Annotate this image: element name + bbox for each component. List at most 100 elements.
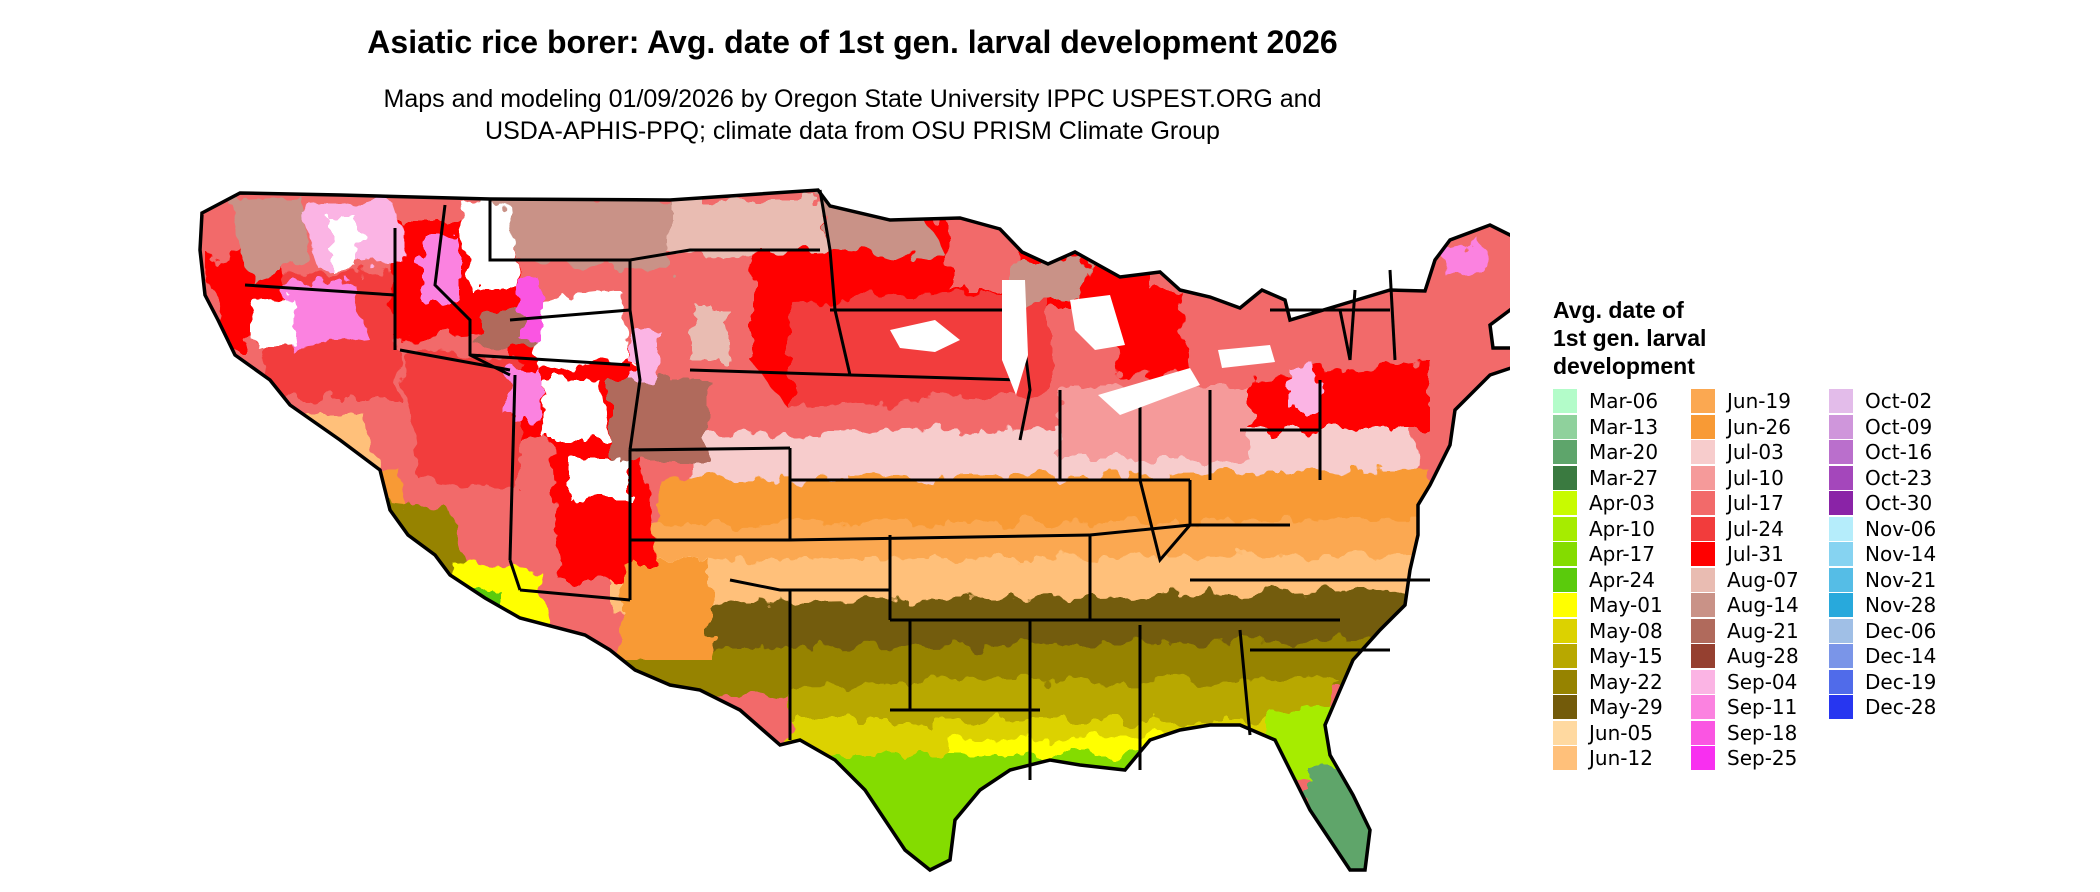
legend-swatch xyxy=(1553,465,1577,490)
date-zone-high xyxy=(540,380,610,440)
legend-label: Oct-16 xyxy=(1865,440,1933,464)
great-lakes xyxy=(890,280,1275,415)
legend-title-line-3: development xyxy=(1553,353,1695,379)
lake xyxy=(890,320,960,352)
state-border xyxy=(1338,309,1352,361)
legend-swatch xyxy=(1829,414,1853,439)
legend-swatch xyxy=(1691,440,1715,464)
legend-swatch xyxy=(1553,593,1577,617)
date-zone-high xyxy=(250,295,295,345)
date-zone-patch xyxy=(620,560,710,660)
legend-label: Apr-03 xyxy=(1589,491,1655,515)
date-zone-high xyxy=(1080,220,1110,250)
legend-label: Mar-06 xyxy=(1589,389,1659,413)
state-border xyxy=(818,189,837,311)
legend-swatch xyxy=(1829,491,1853,515)
date-zone-patch xyxy=(280,280,370,350)
legend-label: Jul-24 xyxy=(1727,516,1784,541)
legend-label: Jul-03 xyxy=(1727,440,1784,464)
date-zone-patch xyxy=(430,590,500,640)
legend-swatch xyxy=(1829,644,1853,668)
legend-swatch xyxy=(1691,414,1715,439)
date-zone-patch xyxy=(670,200,830,255)
legend-swatch xyxy=(1691,465,1715,490)
legend-label: Apr-24 xyxy=(1589,567,1655,592)
legend-swatch xyxy=(1691,593,1715,617)
legend-label: Aug-28 xyxy=(1727,644,1799,668)
date-zone-high xyxy=(570,460,630,500)
state-border xyxy=(399,348,511,372)
legend-label: May-22 xyxy=(1589,669,1663,694)
date-zone-band xyxy=(790,680,1340,725)
legend-swatch xyxy=(1553,746,1577,770)
legend-label: Jun-12 xyxy=(1589,746,1653,770)
date-zone-high xyxy=(510,370,540,420)
lake xyxy=(1070,295,1125,350)
date-zone-patch xyxy=(1110,290,1190,380)
legend-label: May-29 xyxy=(1589,695,1663,719)
date-zone-patch xyxy=(1060,390,1250,460)
legend-swatch xyxy=(1553,516,1577,541)
date-zone-high xyxy=(530,290,630,370)
legend-swatch xyxy=(1691,746,1715,770)
legend-label: Oct-30 xyxy=(1865,491,1933,515)
legend-swatch xyxy=(1829,389,1853,413)
legend-swatch xyxy=(1829,567,1853,592)
legend-swatch xyxy=(1553,669,1577,694)
legend-swatch xyxy=(1553,695,1577,719)
legend-swatch xyxy=(1553,567,1577,592)
legend-title-line-1: Avg. date of xyxy=(1553,297,1684,323)
lake xyxy=(1218,345,1275,368)
state-border xyxy=(629,248,820,262)
legend-swatch xyxy=(1691,669,1715,694)
state-border xyxy=(508,374,517,561)
legend-label: Mar-20 xyxy=(1589,440,1659,464)
legend-label: Sep-11 xyxy=(1727,695,1798,719)
legend-label: Oct-02 xyxy=(1865,389,1933,413)
legend-swatch xyxy=(1553,644,1577,668)
date-zone-patch xyxy=(400,350,520,490)
legend-label: Apr-17 xyxy=(1589,542,1655,566)
legend-label: Dec-06 xyxy=(1865,618,1937,643)
date-zone-patch xyxy=(690,310,730,360)
state-border xyxy=(1388,269,1397,361)
legend-label: May-15 xyxy=(1589,644,1663,668)
legend-swatch xyxy=(1691,644,1715,668)
date-zone-patch xyxy=(610,380,710,460)
legend-label: Aug-21 xyxy=(1727,618,1799,643)
state-border xyxy=(1348,289,1357,361)
legend-label: Nov-21 xyxy=(1865,567,1937,592)
subtitle-line-1: Maps and modeling 01/09/2026 by Oregon S… xyxy=(383,85,1322,113)
date-zone-high xyxy=(520,280,540,340)
state-border xyxy=(508,559,522,591)
state-border xyxy=(519,588,631,602)
date-zone-patch xyxy=(230,195,310,280)
legend-swatch xyxy=(1553,618,1577,643)
legend-label: Jul-17 xyxy=(1727,491,1784,515)
date-zone-high xyxy=(290,480,320,520)
legend-swatch xyxy=(1691,618,1715,643)
state-border xyxy=(1138,479,1192,564)
legend-swatch xyxy=(1691,542,1715,566)
legend-swatch xyxy=(1691,389,1715,413)
legend-label: Mar-27 xyxy=(1589,465,1659,490)
legend-label: Oct-23 xyxy=(1865,465,1933,490)
state-border xyxy=(433,204,511,377)
legend-label: Jun-05 xyxy=(1589,720,1653,745)
legend-swatch xyxy=(1829,593,1853,617)
legend: Mar-06 Mar-13 Mar-20 Mar-27 Apr-03 Apr-10 Apr-… xyxy=(1553,388,1993,778)
legend-label: Mar-13 xyxy=(1589,414,1659,439)
date-zone-high xyxy=(330,220,360,270)
legend-label: May-01 xyxy=(1589,593,1663,617)
state-border xyxy=(488,200,632,310)
legend-label: Jun-19 xyxy=(1727,389,1791,413)
map-subtitle: Maps and modeling 01/09/2026 by Oregon S… xyxy=(0,83,1705,147)
date-zone-high xyxy=(420,240,460,300)
legend-label: May-08 xyxy=(1589,618,1663,643)
legend-swatch xyxy=(1691,491,1715,515)
legend-swatch xyxy=(1553,720,1577,745)
state-border xyxy=(789,533,1091,542)
state-border xyxy=(849,373,1021,382)
legend-swatch xyxy=(1829,618,1853,643)
lake xyxy=(1002,280,1028,395)
